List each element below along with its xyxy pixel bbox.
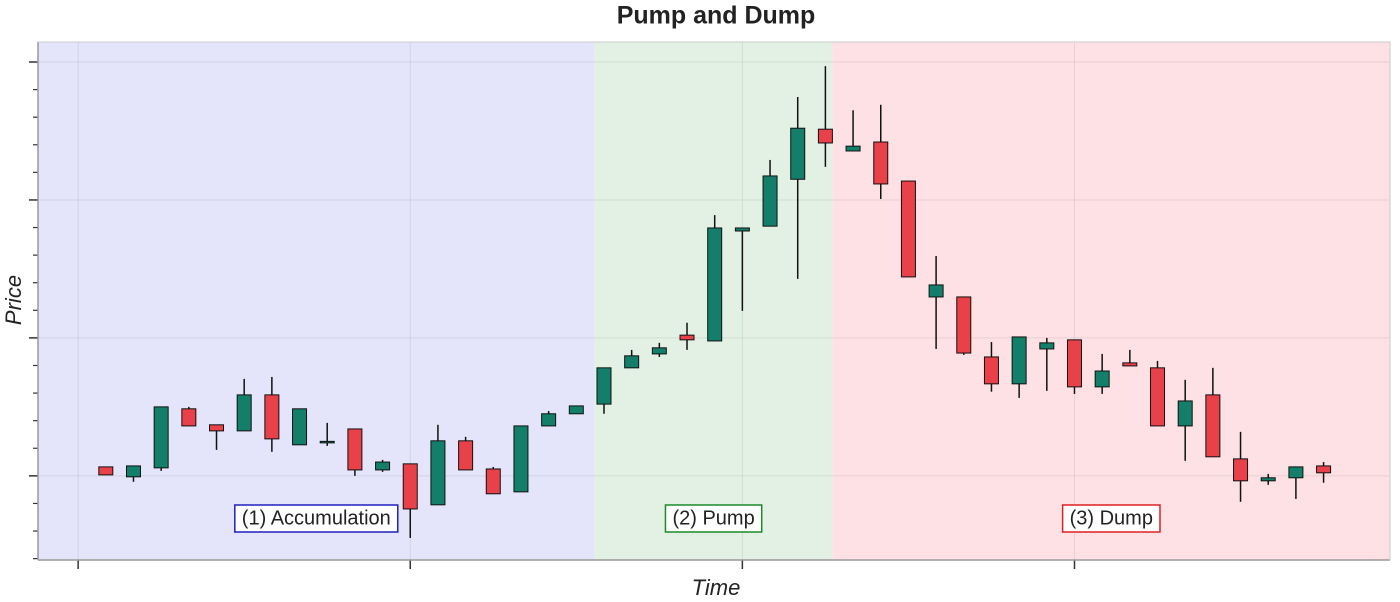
annotation-box <box>234 504 399 533</box>
candle-body <box>817 128 833 144</box>
candle-body <box>596 367 612 405</box>
plot-frame <box>37 41 1391 561</box>
candle-body <box>845 145 861 152</box>
annotation-box <box>664 504 763 533</box>
candle-body <box>1205 394 1221 458</box>
region <box>832 42 1390 560</box>
candle-body <box>1316 465 1332 474</box>
candle-body <box>236 394 252 432</box>
candle-body <box>734 227 750 232</box>
candle-body <box>181 408 197 427</box>
candle-body <box>375 461 391 471</box>
candle-body <box>1260 477 1276 482</box>
candle-body <box>209 424 225 432</box>
candle-body <box>679 334 695 341</box>
candle-body <box>1233 458 1249 482</box>
candle-body <box>900 180 916 278</box>
candle-body <box>762 175 778 227</box>
annotation: (1) Accumulation <box>242 507 391 529</box>
candle-body <box>873 141 889 185</box>
candle-body <box>98 466 114 476</box>
candle-body <box>125 465 141 478</box>
annotation: (3) Dump <box>1070 507 1153 529</box>
candle-body <box>153 406 169 469</box>
candle-body <box>790 127 806 180</box>
candle-body <box>624 355 640 369</box>
candle-body <box>402 463 418 510</box>
candle-body <box>1094 370 1110 388</box>
candle-body <box>485 468 501 495</box>
annotation: (2) Pump <box>672 507 754 529</box>
candle-body <box>292 408 308 446</box>
candle-body <box>264 394 280 440</box>
chart-title: Pump and Dump <box>617 2 816 30</box>
candle-body <box>707 227 723 342</box>
candle-body <box>1039 342 1055 350</box>
x-axis-label: Time <box>692 575 741 600</box>
candle-body <box>513 425 529 493</box>
candle-body <box>568 405 584 415</box>
candle-body <box>1288 466 1304 479</box>
candle-body <box>347 428 363 471</box>
candle-body <box>956 296 972 354</box>
candle-body <box>1177 400 1193 427</box>
candle-body <box>541 413 557 427</box>
candle-body <box>1011 336 1027 385</box>
candle-body <box>983 356 999 385</box>
candle-body <box>928 284 944 298</box>
region <box>38 42 595 560</box>
candle-body <box>458 440 474 471</box>
annotation-box <box>1061 504 1161 533</box>
candle-body <box>1066 339 1082 388</box>
candle-body <box>1122 362 1138 367</box>
y-axis-label: Price <box>1 275 26 325</box>
candle-body <box>1150 367 1166 427</box>
candle-body <box>319 440 335 444</box>
candle-body <box>430 440 446 506</box>
candle-body <box>651 347 667 355</box>
